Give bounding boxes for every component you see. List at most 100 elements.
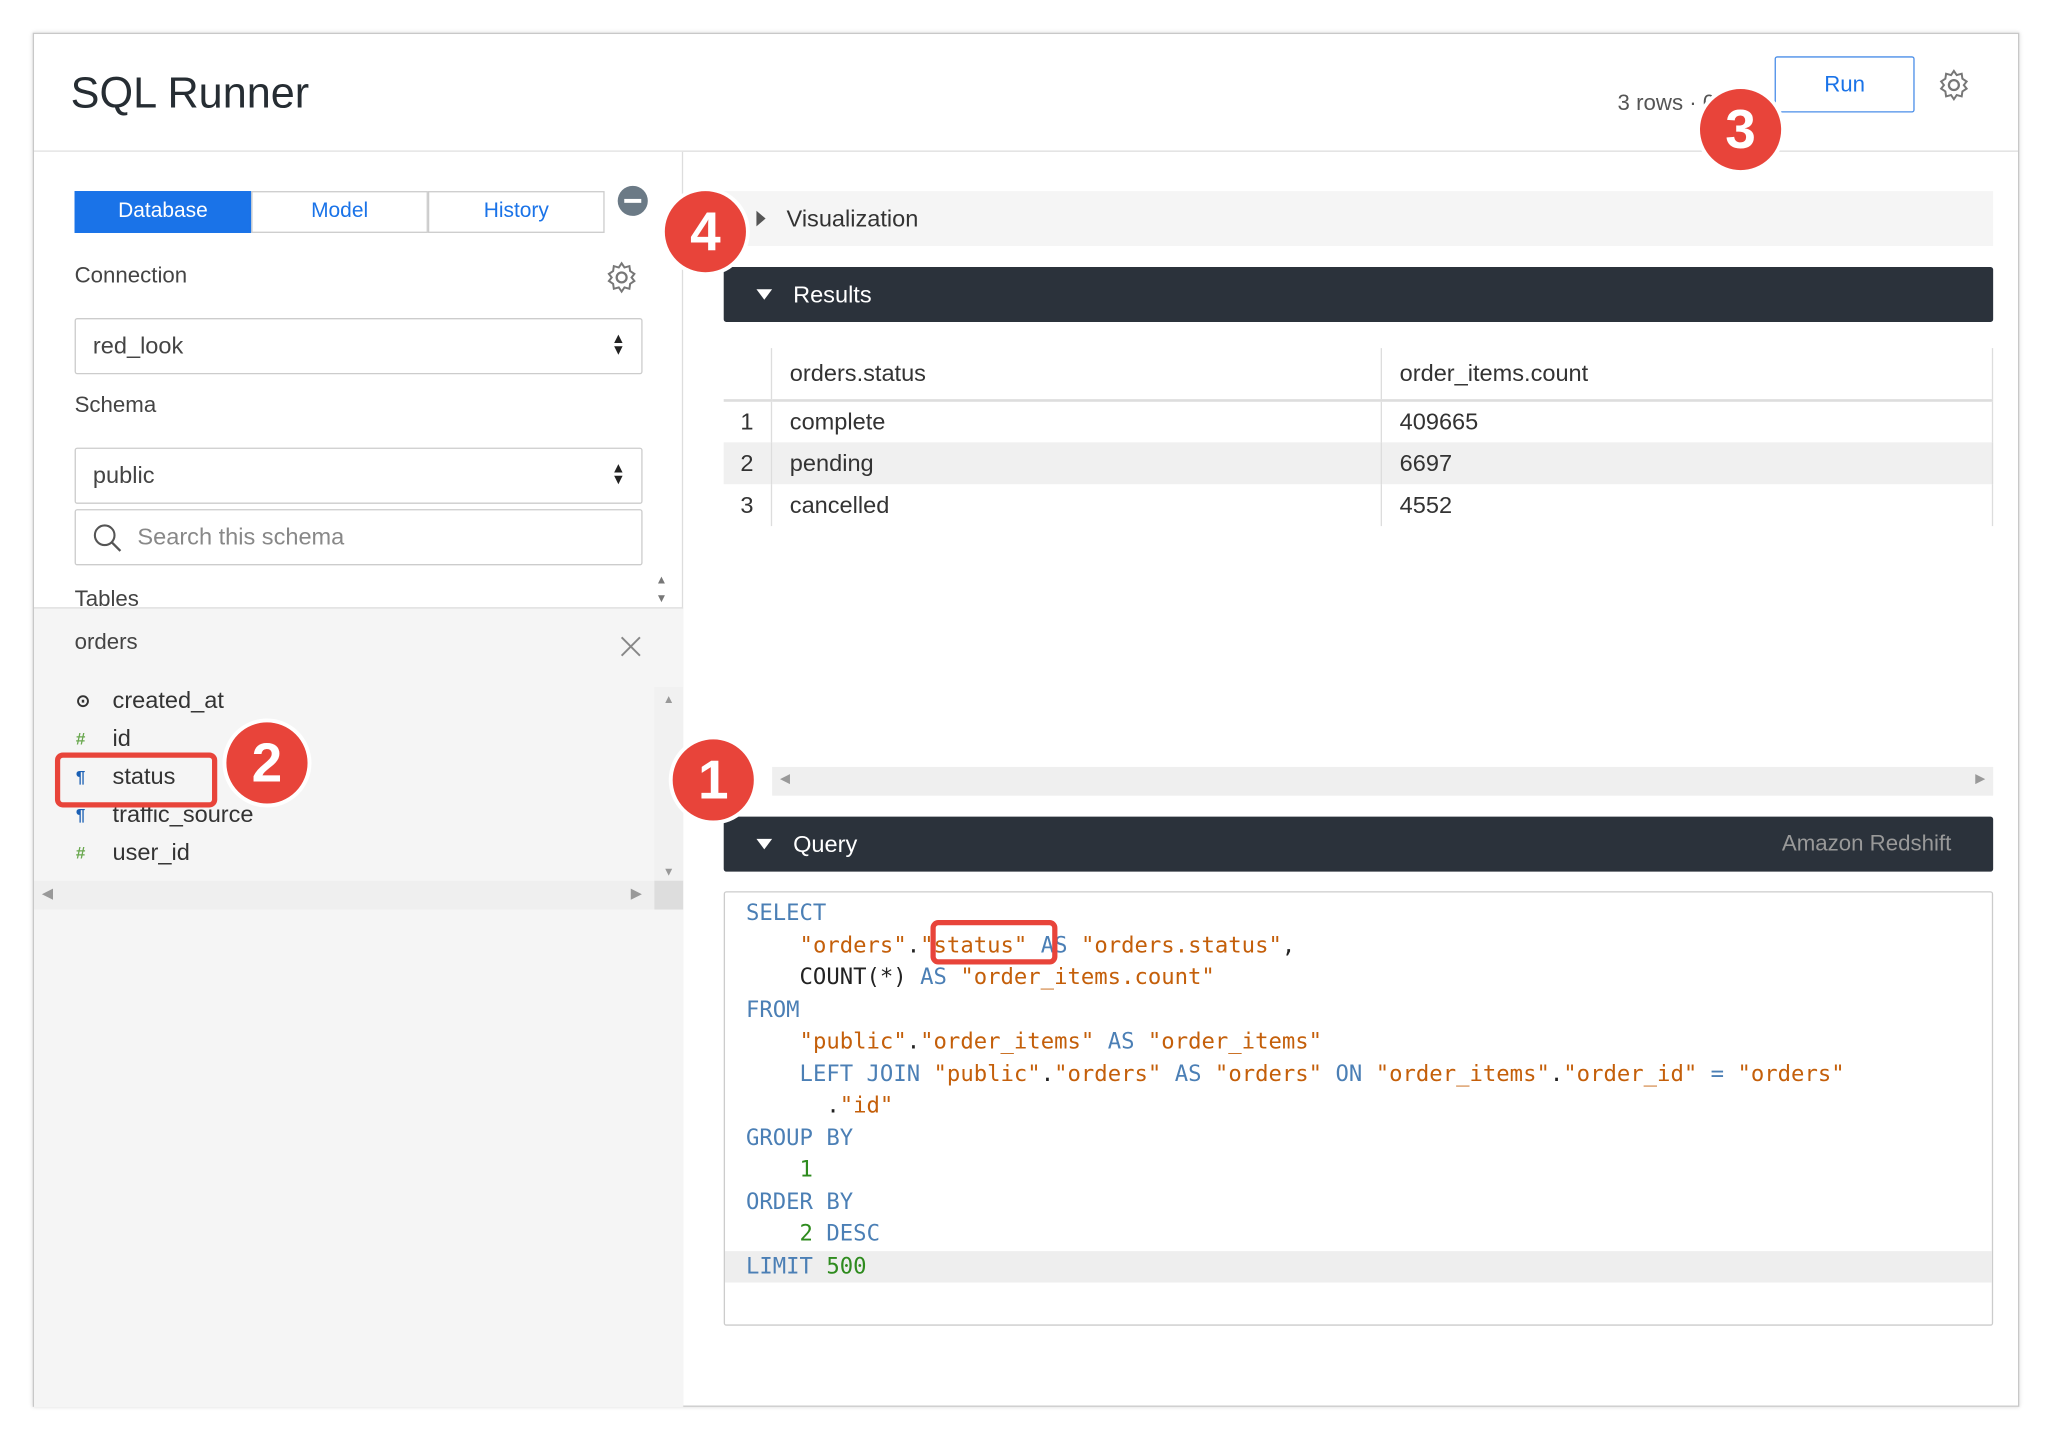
code-token: "id" <box>839 1092 894 1119</box>
gear-icon[interactable] <box>1937 68 1971 102</box>
select-arrows-icon: ▲ ▼ <box>611 460 626 489</box>
run-button[interactable]: Run <box>1774 56 1915 113</box>
code-token <box>1724 1061 1737 1087</box>
code-token: LEFT JOIN <box>799 1060 921 1087</box>
code-line: SELECT <box>725 898 1992 930</box>
code-token: . <box>745 1092 840 1119</box>
row-number: 2 <box>723 442 772 485</box>
code-token <box>1322 1061 1335 1087</box>
string-icon: ¶ <box>75 766 86 787</box>
connection-select[interactable]: red_look ▲ ▼ <box>74 318 643 375</box>
sql-runner-window: SQL Runner 3 rows · 0 Run Database Model… <box>32 32 2020 1407</box>
code-token <box>746 1157 800 1183</box>
number-icon: # <box>75 728 86 749</box>
cell-status[interactable]: complete <box>770 400 1382 443</box>
code-token: "order_items" <box>1375 1060 1550 1087</box>
schema-label: Schema <box>74 392 157 418</box>
code-token: SELECT <box>745 900 827 927</box>
query-label: Query <box>793 830 858 857</box>
code-token: 500 <box>826 1253 867 1280</box>
column-header[interactable]: order_items.count <box>1380 348 1994 402</box>
tab-history[interactable]: History <box>427 191 605 233</box>
visualization-section-toggle[interactable]: Visualization <box>723 191 1994 247</box>
cell-count[interactable]: 6697 <box>1380 442 1994 485</box>
cell-status[interactable]: pending <box>770 442 1382 485</box>
tab-model[interactable]: Model <box>251 191 428 233</box>
code-line: LIMIT 500 <box>725 1250 1992 1283</box>
field-name: user_id <box>112 838 190 866</box>
cell-count[interactable]: 409665 <box>1380 400 1994 443</box>
callout-badge-2: 2 <box>222 718 312 808</box>
close-icon[interactable] <box>619 635 643 659</box>
sidebar-tabs: Database Model History <box>74 191 605 233</box>
connection-gear-icon[interactable] <box>605 260 639 294</box>
code-line: FROM <box>725 994 1992 1026</box>
page-title: SQL Runner <box>70 68 310 117</box>
code-token: LIMIT <box>745 1253 813 1280</box>
string-icon: ¶ <box>75 804 86 825</box>
code-token: "order_items.count" <box>960 964 1215 991</box>
results-table: orders.status order_items.count 1 complet… <box>723 348 1994 527</box>
results-section-toggle[interactable]: Results <box>723 266 1994 322</box>
code-token: AS <box>1174 1060 1202 1087</box>
connection-value: red_look <box>92 332 184 359</box>
code-token: "orders.status" <box>1080 932 1282 959</box>
code-token: "public" <box>799 1028 907 1055</box>
code-token <box>746 932 800 958</box>
fields-horizontal-scrollbar[interactable]: ◀ ▶ <box>34 880 684 910</box>
code-token <box>1697 1061 1710 1087</box>
code-line: "public"."order_items" AS "order_items" <box>725 1026 1992 1058</box>
code-line: ORDER BY <box>725 1186 1992 1218</box>
main-panel: Visualization Results orders.status orde… <box>683 152 2019 1407</box>
code-token: , <box>1281 932 1296 959</box>
code-line: 1 <box>725 1154 1992 1186</box>
row-number: 1 <box>723 400 772 443</box>
code-token: "public" <box>933 1060 1041 1087</box>
number-icon: # <box>75 842 86 863</box>
schema-search-input[interactable]: Search this schema <box>74 509 643 566</box>
caret-down-icon <box>756 838 773 850</box>
callout-badge-1: 1 <box>668 735 758 825</box>
code-token <box>1202 1061 1215 1087</box>
callout-badge-4: 4 <box>660 187 750 277</box>
code-token <box>1134 1029 1147 1055</box>
sql-editor[interactable]: SELECT "orders"."status" AS "orders.stat… <box>723 891 1994 1326</box>
code-token: . <box>906 932 921 959</box>
code-token: "orders" <box>799 932 907 959</box>
code-token: "order_id" <box>1563 1060 1698 1087</box>
callout-badge-3: 3 <box>1696 85 1786 175</box>
schema-select[interactable]: public ▲ ▼ <box>74 447 643 504</box>
code-token: "orders" <box>1054 1060 1162 1087</box>
field-item-user-id[interactable]: # user_id <box>76 839 190 866</box>
field-item-id[interactable]: # id <box>76 725 131 752</box>
code-token <box>1094 1029 1107 1055</box>
code-line: COUNT(*) AS "order_items.count" <box>725 962 1992 994</box>
visualization-label: Visualization <box>786 204 919 231</box>
table-fields-panel: orders ⊙ created_at # id ¶ status ¶ traffic_sou… <box>34 607 684 1407</box>
code-token: "order_items" <box>1147 1028 1323 1055</box>
column-header[interactable]: orders.status <box>770 348 1382 402</box>
code-token: = <box>1710 1060 1725 1087</box>
results-horizontal-scrollbar[interactable]: ◀ ▶ <box>772 766 1994 796</box>
select-arrows-icon: ▲ ▼ <box>611 331 626 359</box>
tab-database[interactable]: Database <box>74 191 252 233</box>
collapse-panel-icon[interactable] <box>617 185 648 216</box>
caret-right-icon <box>756 210 766 227</box>
cell-status[interactable]: cancelled <box>770 484 1382 527</box>
row-number-header <box>723 348 772 402</box>
field-item-created-at[interactable]: ⊙ created_at <box>76 687 224 714</box>
table-name: orders <box>74 629 138 655</box>
tables-scroll-arrows[interactable]: ▲ ▼ <box>655 573 668 605</box>
cell-count[interactable]: 4552 <box>1380 484 1994 527</box>
row-number: 3 <box>723 484 772 527</box>
query-section-toggle[interactable]: Query Amazon Redshift <box>723 816 1994 872</box>
dialect-label: Amazon Redshift <box>1781 831 1952 856</box>
code-token: "orders" <box>1214 1060 1323 1087</box>
code-line: GROUP BY <box>725 1122 1992 1154</box>
field-item-status[interactable]: ¶ status <box>76 763 176 790</box>
code-token: . <box>1040 1060 1055 1087</box>
code-token <box>746 1221 800 1247</box>
code-line: 2 DESC <box>725 1218 1992 1250</box>
clock-icon: ⊙ <box>75 690 91 710</box>
code-token: . <box>1549 1060 1564 1087</box>
